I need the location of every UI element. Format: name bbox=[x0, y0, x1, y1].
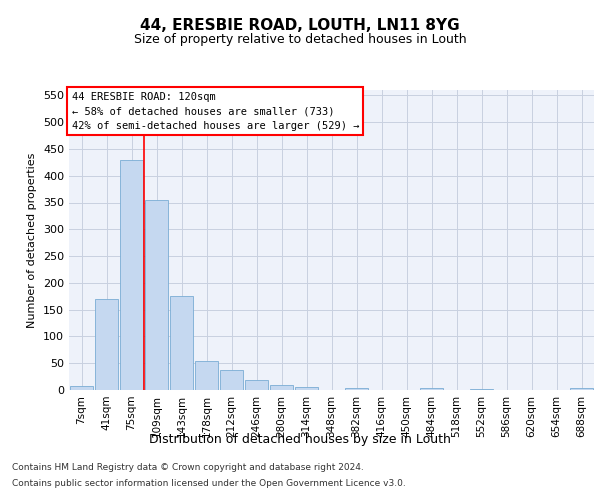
Bar bbox=[70, 386, 93, 390]
Bar bbox=[345, 388, 368, 390]
Text: Contains HM Land Registry data © Crown copyright and database right 2024.: Contains HM Land Registry data © Crown c… bbox=[12, 464, 364, 472]
Bar bbox=[195, 360, 218, 390]
Y-axis label: Number of detached properties: Number of detached properties bbox=[28, 152, 37, 328]
Text: 44 ERESBIE ROAD: 120sqm
← 58% of detached houses are smaller (733)
42% of semi-d: 44 ERESBIE ROAD: 120sqm ← 58% of detache… bbox=[71, 92, 359, 131]
Bar bbox=[570, 388, 593, 390]
Bar bbox=[245, 380, 268, 390]
Text: Distribution of detached houses by size in Louth: Distribution of detached houses by size … bbox=[149, 432, 451, 446]
Bar bbox=[470, 389, 493, 390]
Bar bbox=[120, 160, 143, 390]
Bar bbox=[420, 388, 443, 390]
Bar bbox=[95, 299, 118, 390]
Text: 44, ERESBIE ROAD, LOUTH, LN11 8YG: 44, ERESBIE ROAD, LOUTH, LN11 8YG bbox=[140, 18, 460, 32]
Text: Contains public sector information licensed under the Open Government Licence v3: Contains public sector information licen… bbox=[12, 478, 406, 488]
Bar bbox=[295, 388, 318, 390]
Bar bbox=[145, 200, 168, 390]
Bar bbox=[270, 384, 293, 390]
Text: Size of property relative to detached houses in Louth: Size of property relative to detached ho… bbox=[134, 32, 466, 46]
Bar bbox=[220, 370, 243, 390]
Bar bbox=[170, 296, 193, 390]
